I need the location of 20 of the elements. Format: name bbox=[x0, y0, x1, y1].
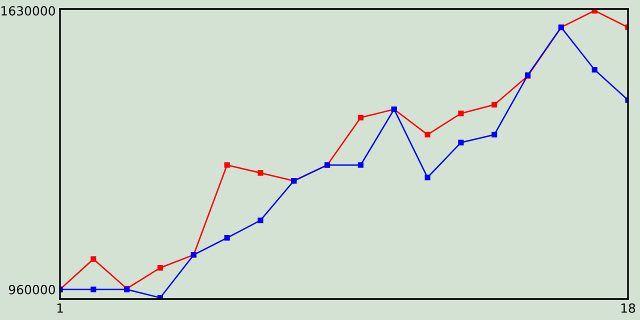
y-tick-label: 1630000 bbox=[2, 6, 55, 16]
point bbox=[492, 132, 498, 138]
point bbox=[90, 286, 96, 292]
y-tick-label: 960000 bbox=[8, 284, 55, 294]
point bbox=[258, 170, 264, 176]
point bbox=[258, 218, 264, 224]
point bbox=[492, 102, 498, 108]
point bbox=[592, 66, 598, 73]
point bbox=[90, 256, 96, 262]
point bbox=[458, 140, 464, 146]
point bbox=[358, 114, 364, 120]
point bbox=[424, 174, 430, 180]
point bbox=[458, 110, 464, 116]
point bbox=[424, 132, 430, 138]
point bbox=[224, 162, 230, 168]
x-tick-label: 18 bbox=[621, 303, 636, 313]
x-tick-label: 1 bbox=[57, 304, 63, 313]
point bbox=[358, 162, 364, 168]
point bbox=[157, 265, 164, 271]
point bbox=[224, 235, 230, 241]
